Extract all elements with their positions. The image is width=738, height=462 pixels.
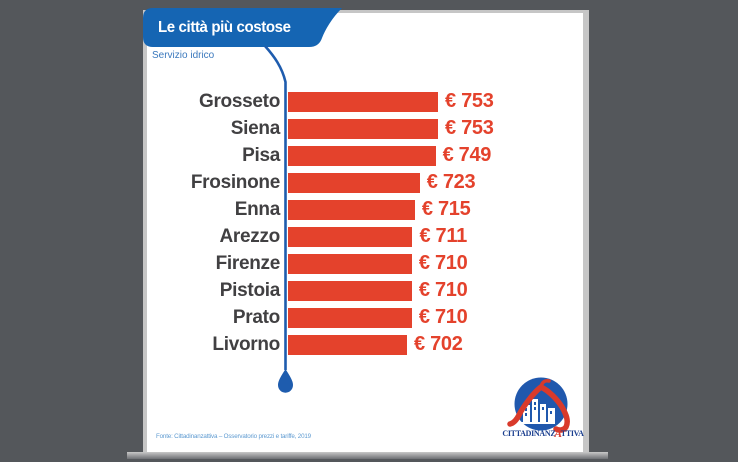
bar <box>288 280 412 301</box>
bar-value: € 710 <box>418 279 468 301</box>
bar <box>288 307 412 328</box>
bar-label: Pisa <box>242 144 280 166</box>
bar-value: € 715 <box>421 198 471 220</box>
bar-label: Prato <box>232 306 280 328</box>
bar <box>288 226 413 247</box>
page-title: Le città più costose <box>158 19 291 36</box>
bar-row: Pistoia € 710 <box>150 277 586 304</box>
logo-roof-figure <box>507 379 570 433</box>
bar-label: Siena <box>230 117 281 139</box>
logo-wordmark: CITTADINANZATTIVA <box>496 428 590 440</box>
bar-value: € 753 <box>445 117 494 139</box>
bar-row: Pisa € 749 <box>150 142 586 169</box>
bar <box>288 118 438 139</box>
bar-value: € 749 <box>442 144 492 166</box>
bar-value: € 753 <box>445 90 494 112</box>
bar-value: € 710 <box>418 306 468 328</box>
logo-wordmark-accent: A <box>554 428 562 440</box>
bar-value: € 710 <box>418 252 468 274</box>
bar-row: Grosseto € 753 <box>150 88 586 115</box>
bar-label: Frosinone <box>190 171 280 193</box>
page-bottom-shadow <box>127 452 608 459</box>
bar-row: Frosinone € 723 <box>150 169 586 196</box>
bar-row: Livorno € 702 <box>150 331 586 358</box>
source-note: Fonte: Cittadinanzattiva – Osservatorio … <box>156 433 311 440</box>
bar-row: Prato € 710 <box>150 304 586 331</box>
bar-row: Arezzo € 711 <box>150 223 586 250</box>
bar <box>288 334 407 355</box>
bar-chart: Grosseto € 753 Siena € 753 Pisa € 749 Frosinon… <box>150 88 586 358</box>
axis-line <box>264 46 287 370</box>
bar <box>288 253 412 274</box>
bar-value: € 711 <box>419 225 467 247</box>
bar <box>288 199 415 220</box>
title-badge <box>143 8 342 47</box>
bar-row: Firenze € 710 <box>150 250 586 277</box>
logo-wordmark-right: TTIVA <box>560 429 584 438</box>
logo-windows <box>525 402 552 416</box>
bar-value: € 723 <box>426 171 476 193</box>
page-subtitle: Servizio idrico <box>152 50 215 61</box>
cittadinanzattiva-logo: CITTADINANZATTIVA <box>502 375 587 445</box>
title-badge-shape <box>143 8 342 47</box>
logo-wordmark-left: CITTADINANZ <box>502 429 556 438</box>
bar-label: Arezzo <box>219 225 281 247</box>
bar-label: Pistoia <box>219 279 281 301</box>
bar <box>288 145 436 166</box>
logo-mark <box>507 377 570 433</box>
bar-label: Livorno <box>212 333 280 355</box>
bar <box>288 91 438 112</box>
bar-value: € 702 <box>414 333 463 355</box>
water-axis <box>264 46 293 393</box>
bar <box>288 172 420 193</box>
water-drop-icon <box>278 369 293 393</box>
bar-label: Firenze <box>215 252 281 274</box>
bar-row: Enna € 715 <box>150 196 586 223</box>
bar-row: Siena € 753 <box>150 115 586 142</box>
bar-label: Enna <box>234 198 281 220</box>
bar-label: Grosseto <box>198 90 280 112</box>
